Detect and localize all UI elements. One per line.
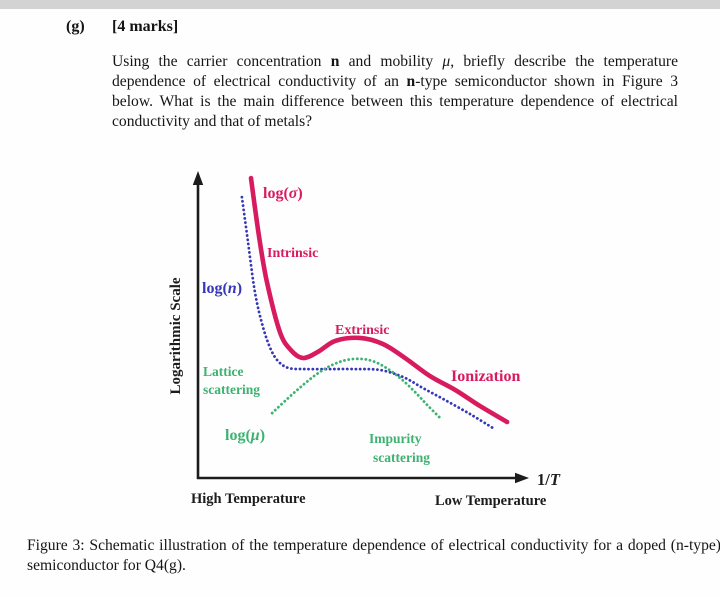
label-intrinsic: Intrinsic: [267, 246, 318, 261]
label-impurity-scattering-line1: Impurity: [369, 431, 422, 446]
curve-log-sigma: [248, 175, 510, 425]
question-text: Using the carrier concentration n and mo…: [112, 52, 678, 132]
label-log-mu: log(μ): [225, 427, 265, 444]
symbol-ntype: n: [406, 73, 416, 90]
curve-log-mu: [270, 357, 444, 422]
symbol-n: n: [330, 53, 340, 70]
question-seg7: -type semiconductor shown in Figure 3 be…: [112, 73, 678, 130]
question-label: (g): [66, 18, 85, 35]
label-impurity-scattering-line2: scattering: [373, 450, 430, 465]
question-marks: [4 marks]: [112, 18, 179, 35]
question-seg3: and mobility: [339, 53, 443, 70]
curve-log-n: [240, 195, 495, 430]
label-extrinsic: Extrinsic: [335, 323, 389, 338]
label-log-n: log(n): [202, 280, 242, 297]
label-ionization: Ionization: [451, 368, 520, 385]
y-axis-arrow-icon: [192, 171, 204, 185]
label-lattice-scattering-line1: Lattice: [203, 364, 243, 379]
x-axis-arrow-icon: [515, 472, 529, 484]
figure-3-svg: log(σ) Intrinsic log(n) Extrinsic Ioniza…: [168, 171, 561, 509]
question-seg5: , briefly describe the temperature depen…: [112, 53, 679, 90]
symbol-mu: μ: [442, 53, 451, 70]
figure-3: log(σ) Intrinsic log(n) Extrinsic Ioniza…: [155, 162, 575, 514]
y-axis-label: Logarithmic Scale: [168, 277, 184, 394]
x-axis-left-annotation: High Temperature: [191, 491, 306, 507]
label-log-sigma: log(σ): [263, 185, 303, 202]
question-seg1: Using the carrier concentration: [112, 53, 331, 70]
label-lattice-scattering-line2: scattering: [203, 382, 260, 397]
x-axis-right-annotation: Low Temperature: [435, 493, 547, 509]
x-axis-label: 1/T: [537, 470, 561, 489]
figure-caption: Figure 3: Schematic illustration of the …: [27, 537, 720, 574]
scan-edge-artifact: [0, 0, 720, 9]
